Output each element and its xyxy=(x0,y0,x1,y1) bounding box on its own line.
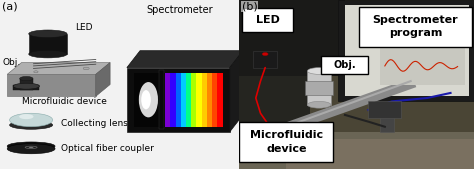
Bar xyxy=(159,70,164,129)
Bar xyxy=(201,73,207,127)
Text: Microfluidic
device: Microfluidic device xyxy=(250,130,323,154)
Bar xyxy=(338,0,474,101)
Bar xyxy=(186,73,191,127)
Polygon shape xyxy=(7,74,96,96)
Bar xyxy=(165,73,170,127)
Bar xyxy=(181,73,186,127)
Text: (b): (b) xyxy=(242,2,257,12)
Bar xyxy=(218,73,223,127)
Ellipse shape xyxy=(7,144,55,154)
Bar xyxy=(207,73,212,127)
Ellipse shape xyxy=(83,67,89,70)
Bar xyxy=(127,68,230,132)
Ellipse shape xyxy=(141,90,151,109)
Ellipse shape xyxy=(139,82,158,117)
Bar xyxy=(170,73,175,127)
Bar xyxy=(380,112,394,132)
Bar xyxy=(345,5,469,96)
Text: Optical fiber coupler: Optical fiber coupler xyxy=(61,144,154,153)
FancyBboxPatch shape xyxy=(242,8,293,32)
Bar xyxy=(305,81,333,95)
Text: LED: LED xyxy=(75,22,93,32)
Ellipse shape xyxy=(29,30,67,38)
Ellipse shape xyxy=(9,121,53,129)
Ellipse shape xyxy=(13,83,39,89)
Text: Spectrometer: Spectrometer xyxy=(146,5,213,15)
Polygon shape xyxy=(230,51,243,132)
Ellipse shape xyxy=(34,71,38,73)
Bar xyxy=(308,71,331,105)
Ellipse shape xyxy=(19,114,34,119)
Bar xyxy=(239,0,310,169)
Ellipse shape xyxy=(262,53,268,56)
Polygon shape xyxy=(127,51,243,68)
Bar xyxy=(196,73,201,127)
Ellipse shape xyxy=(308,101,331,108)
Text: LED: LED xyxy=(255,15,280,25)
Ellipse shape xyxy=(29,50,67,58)
Bar xyxy=(239,0,345,76)
Bar xyxy=(29,34,67,54)
Ellipse shape xyxy=(29,147,34,148)
Polygon shape xyxy=(7,63,110,74)
Ellipse shape xyxy=(9,113,53,127)
Bar xyxy=(286,139,474,169)
Bar xyxy=(254,51,277,68)
Bar xyxy=(380,25,465,84)
Bar xyxy=(19,79,33,90)
Polygon shape xyxy=(96,63,110,96)
Text: Collecting lens: Collecting lens xyxy=(61,119,128,128)
Bar xyxy=(191,73,196,127)
FancyBboxPatch shape xyxy=(239,122,333,162)
Text: Obj.: Obj. xyxy=(334,60,356,70)
Text: Obj.: Obj. xyxy=(2,58,21,67)
Bar xyxy=(368,101,401,118)
Bar xyxy=(239,132,474,169)
Ellipse shape xyxy=(308,68,331,74)
Text: Spectrometer
program: Spectrometer program xyxy=(373,15,458,38)
Bar xyxy=(175,73,181,127)
Ellipse shape xyxy=(7,142,55,150)
Ellipse shape xyxy=(19,77,33,81)
FancyBboxPatch shape xyxy=(321,56,368,74)
Bar xyxy=(212,73,218,127)
Bar xyxy=(134,73,223,127)
Text: Microfluidic device: Microfluidic device xyxy=(22,97,107,106)
Bar xyxy=(13,85,39,90)
FancyBboxPatch shape xyxy=(359,7,472,47)
Text: (a): (a) xyxy=(2,2,18,12)
